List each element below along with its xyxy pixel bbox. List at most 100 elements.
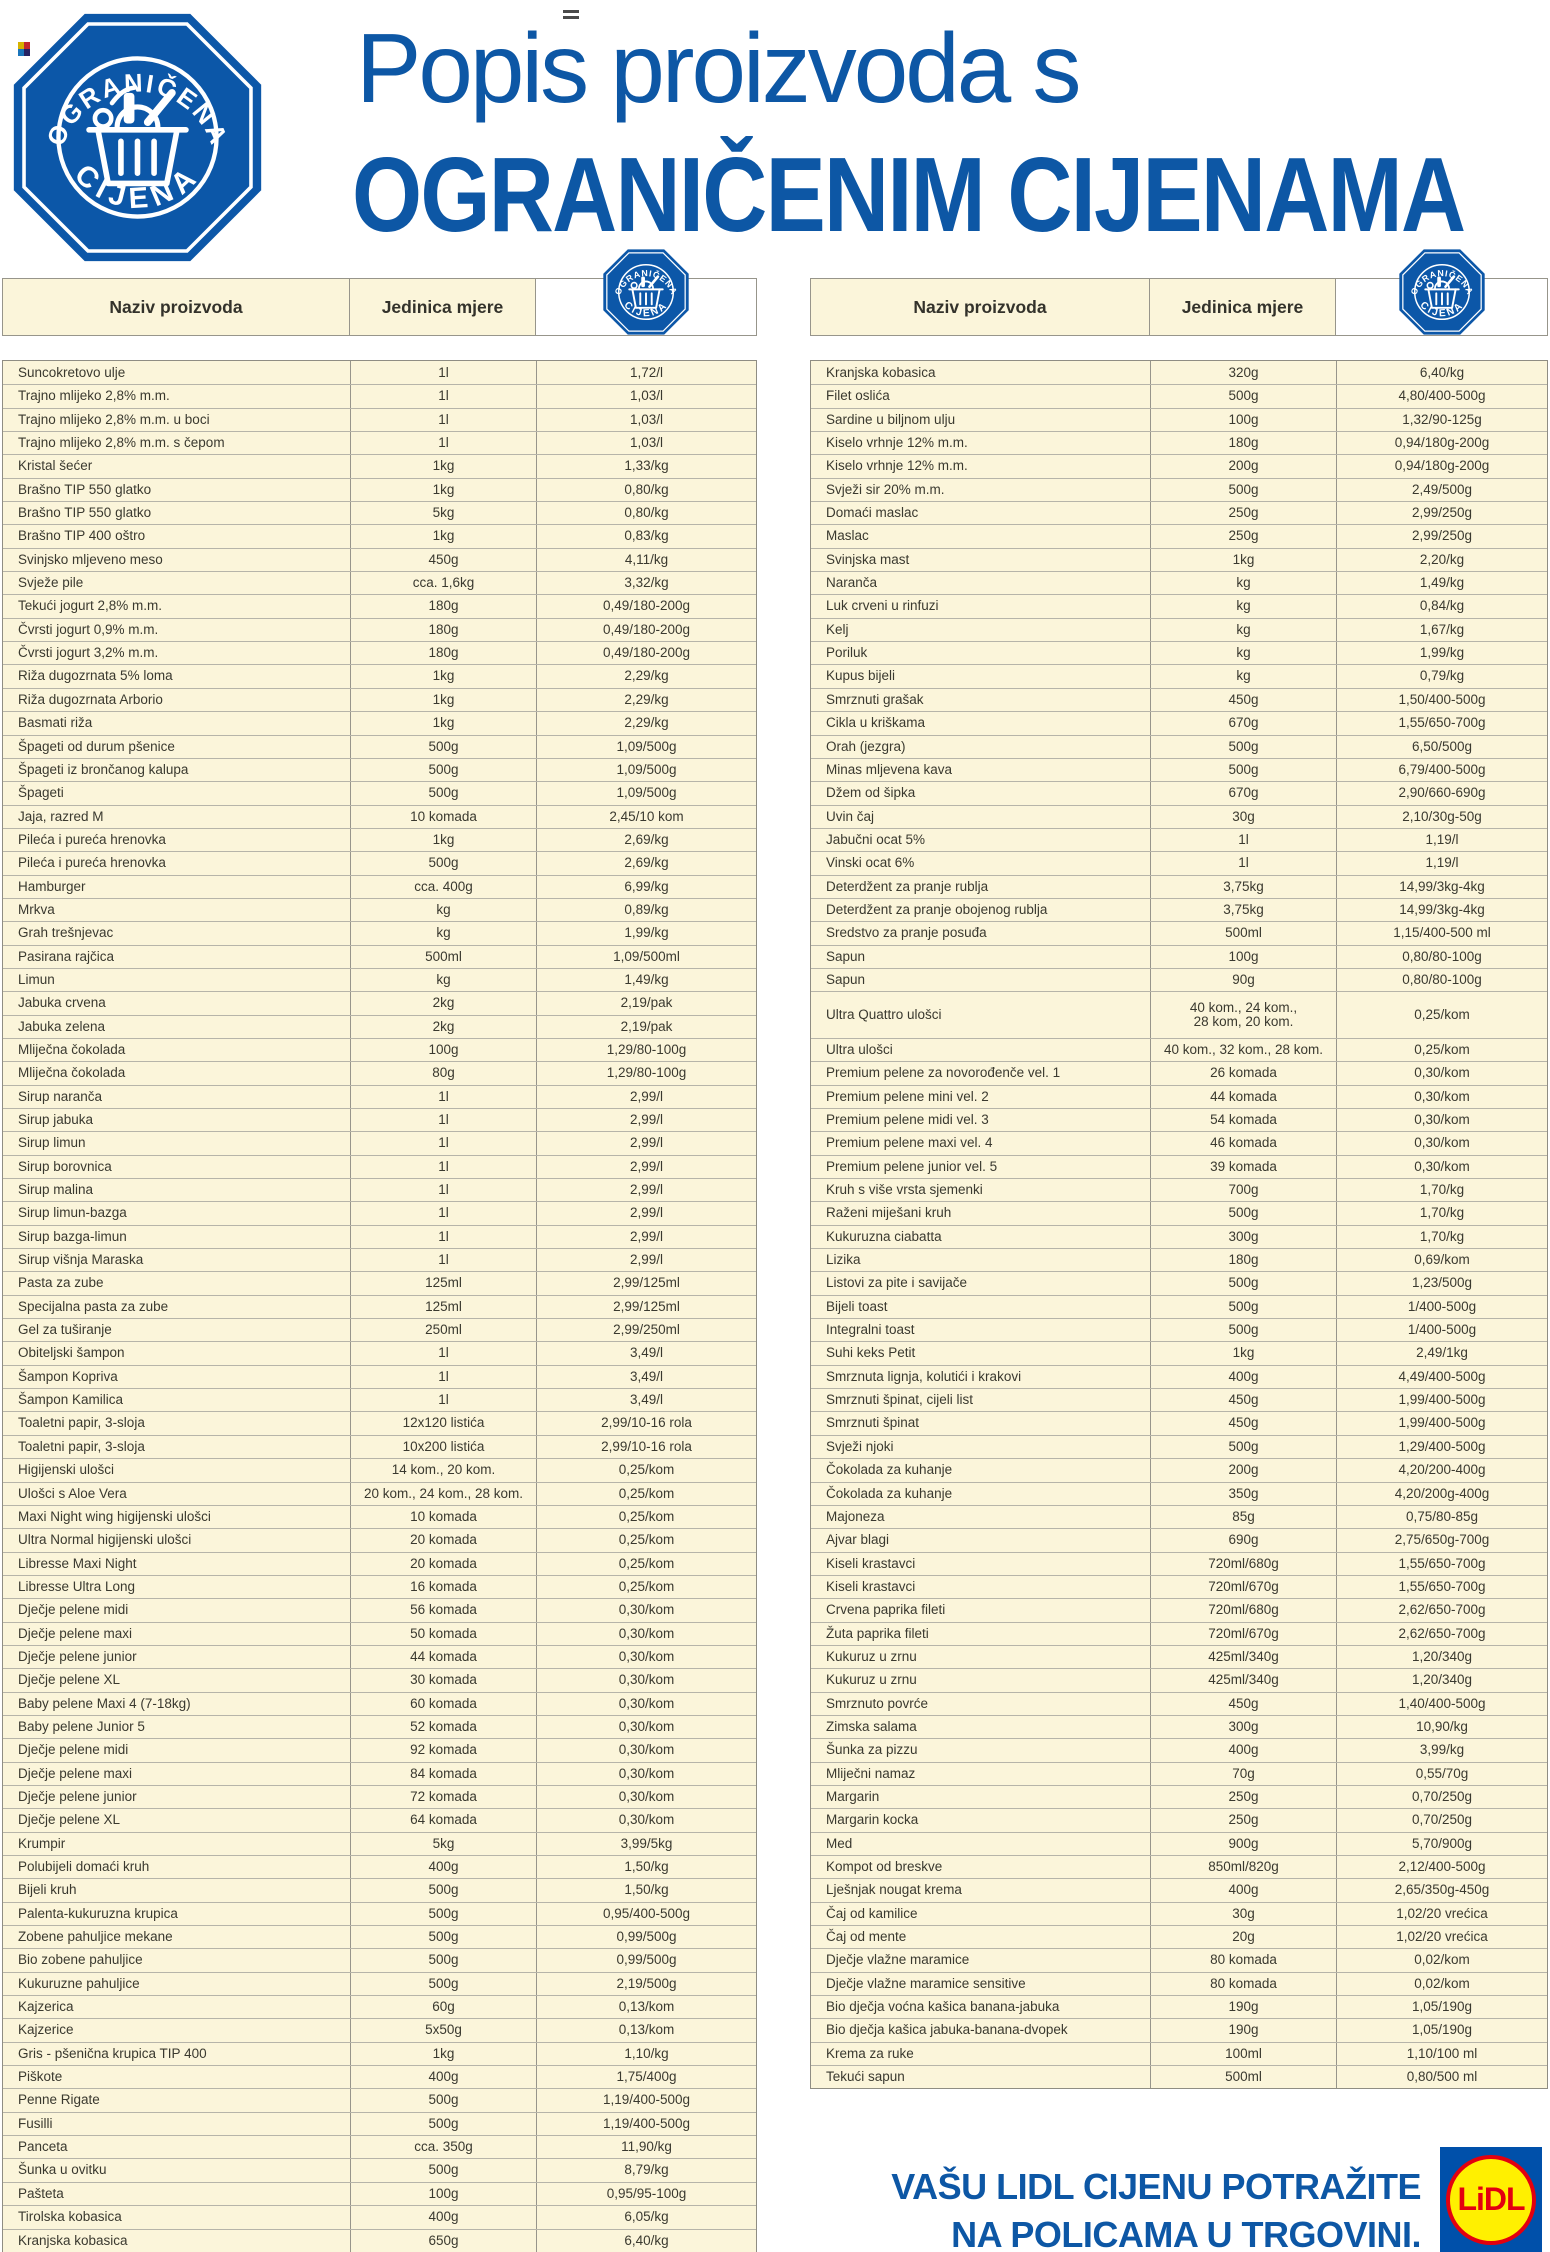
price-cell: 3,49/l bbox=[629, 1392, 664, 1408]
price-cell: 1,09/500g bbox=[616, 761, 677, 777]
product-name-cell: Šampon Kopriva bbox=[3, 1365, 351, 1389]
table-row: Mliječna čokolada 100g 1,29/80-100g bbox=[3, 1037, 756, 1062]
product-name-cell: Uvin čaj bbox=[811, 805, 1151, 828]
product-name-cell: Špageti od durum pšenice bbox=[3, 735, 351, 758]
product-name-cell: Sirup jabuka bbox=[3, 1109, 351, 1132]
table-row: Žuta paprika fileti 720ml/670g 2,62/650-70… bbox=[811, 1621, 1547, 1645]
unit-cell: kg bbox=[1151, 665, 1337, 688]
product-name-cell: Gris - pšenična krupica TIP 400 bbox=[3, 2042, 351, 2066]
unit-cell: kg bbox=[1151, 618, 1337, 642]
price-cell: 0,99/500g bbox=[616, 1952, 677, 1968]
price-cell: 0,99/500g bbox=[616, 1929, 677, 1945]
product-name-cell: Čokolada za kuhanje bbox=[811, 1482, 1151, 1505]
table-row: Kristal šećer 1kg 1,33/kg bbox=[3, 454, 756, 478]
table-row: Obiteljski šampon 1l 3,49/l bbox=[3, 1341, 756, 1365]
product-name-cell: Jaja, razred M bbox=[3, 805, 351, 828]
price-cell: 2,99/250g bbox=[1411, 505, 1473, 521]
table-row: Ultra Normal higijenski ulošci 20 komada 0… bbox=[3, 1528, 756, 1552]
price-cell: 2,75/650g-700g bbox=[1394, 1532, 1490, 1548]
product-name-cell: Premium pelene maxi vel. 4 bbox=[811, 1132, 1151, 1155]
unit-cell: 100g bbox=[351, 2182, 537, 2206]
unit-cell: 1kg bbox=[351, 478, 537, 502]
unit-cell: 190g bbox=[1151, 2019, 1337, 2042]
table-row: Trajno mlijeko 2,8% m.m. 1l 1,03/l bbox=[3, 384, 756, 408]
unit-cell: 1l bbox=[351, 1202, 537, 1225]
table-row: Uvin čaj 30g 2,10/30g-50g bbox=[811, 804, 1547, 828]
page-title-line2: OGRANIČENIM CIJENAMA bbox=[352, 136, 1466, 254]
table-row: Sirup borovnica 1l 2,99/l bbox=[3, 1154, 756, 1179]
product-name-cell: Krema za ruke bbox=[811, 2042, 1151, 2066]
table-row: Riža dugozrnata 5% loma 1kg 2,29/kg bbox=[3, 664, 756, 688]
product-name-cell: Penne Rigate bbox=[3, 2089, 351, 2112]
table-row: Bijeli toast 500g 1/400-500g bbox=[811, 1294, 1547, 1319]
table-row: Dječje vlažne maramice sensitive 80 komad… bbox=[811, 1971, 1547, 1996]
product-name-cell: Integralni toast bbox=[811, 1319, 1151, 1342]
unit-cell: 5kg bbox=[351, 1832, 537, 1855]
unit-cell: 72 komada bbox=[351, 1785, 537, 1809]
table-row: Jaja, razred M 10 komada 2,45/10 kom bbox=[3, 804, 756, 828]
product-name-cell: Kristal šećer bbox=[3, 455, 351, 478]
unit-cell: kg bbox=[1151, 572, 1337, 595]
price-cell: 0,25/kom bbox=[1414, 1006, 1470, 1022]
product-name-cell: Kiseli krastavci bbox=[811, 1575, 1151, 1599]
product-name-cell: Zimska salama bbox=[811, 1715, 1151, 1739]
product-name-cell: Pileća i pureća hrenovka bbox=[3, 828, 351, 852]
price-table-right: Naziv proizvoda Jedinica mjere OGRANIČEN… bbox=[810, 249, 1548, 2090]
unit-cell: 720ml/680g bbox=[1151, 1552, 1337, 1575]
product-name-cell: Margarin kocka bbox=[811, 1809, 1151, 1832]
product-name-cell: Ultra Quattro ulošci bbox=[811, 992, 1151, 1038]
product-name-cell: Krumpir bbox=[3, 1832, 351, 1855]
unit-cell: 92 komada bbox=[351, 1739, 537, 1762]
table-row: Zobene pahuljice mekane 500g 0,99/500g bbox=[3, 1925, 756, 1949]
product-name-cell: Ajvar blagi bbox=[811, 1529, 1151, 1552]
unit-cell: 500g bbox=[1151, 1272, 1337, 1295]
product-name-cell: Sirup limun bbox=[3, 1132, 351, 1155]
unit-cell: 500g bbox=[351, 1879, 537, 1902]
product-name-cell: Tirolska kobasica bbox=[3, 2206, 351, 2229]
price-cell: 0,30/kom bbox=[618, 1602, 675, 1618]
product-name-cell: Kruh s više vrsta sjemenki bbox=[811, 1179, 1151, 1202]
product-name-cell: Dječje vlažne maramice bbox=[811, 1949, 1151, 1972]
price-table-left: Naziv proizvoda Jedinica mjere OGRANIČEN… bbox=[2, 249, 757, 2252]
price-cell: 1,55/650-700g bbox=[1398, 1555, 1486, 1571]
unit-cell: 190g bbox=[1151, 1996, 1337, 2019]
product-name-cell: Svježi njoki bbox=[811, 1435, 1151, 1459]
price-cell: 1,32/90-125g bbox=[1402, 411, 1482, 427]
product-name-cell: Sapun bbox=[811, 968, 1151, 992]
unit-cell: 1l bbox=[351, 1085, 537, 1108]
product-name-cell: Šunka za pizzu bbox=[811, 1739, 1151, 1762]
price-cell: 0,30/kom bbox=[618, 1695, 675, 1711]
product-name-cell: Mrkva bbox=[3, 898, 351, 922]
product-name-cell: Maslac bbox=[811, 525, 1151, 548]
product-name-cell: Kelj bbox=[811, 618, 1151, 642]
table-row: Svježe pile cca. 1,6kg 3,32/kg bbox=[3, 571, 756, 595]
price-cell: 1,72/l bbox=[629, 364, 664, 380]
table-row: Kiselo vrhnje 12% m.m. 200g 0,94/180g-200g bbox=[811, 454, 1547, 478]
column-header-unit: Jedinica mjere bbox=[350, 278, 536, 336]
price-cell: 0,13/kom bbox=[618, 1999, 675, 2015]
price-cell: 4,80/400-500g bbox=[1398, 388, 1486, 404]
table-row: Ajvar blagi 690g 2,75/650g-700g bbox=[811, 1528, 1547, 1552]
product-name-cell: Dječje pelene XL bbox=[3, 1669, 351, 1692]
product-name-cell: Mliječna čokolada bbox=[3, 1038, 351, 1062]
table-row: Špageti 500g 1,09/500g bbox=[3, 781, 756, 805]
price-cell: 2,69/kg bbox=[624, 831, 669, 847]
unit-cell: 125ml bbox=[351, 1295, 537, 1319]
product-name-cell: Šampon Kamilica bbox=[3, 1389, 351, 1412]
price-cell: 1,29/80-100g bbox=[606, 1065, 687, 1081]
product-name-cell: Mliječni namaz bbox=[811, 1762, 1151, 1785]
price-cell: 1,67/kg bbox=[1419, 621, 1465, 637]
table-row: Dječje pelene maxi 50 komada 0,30/kom bbox=[3, 1621, 756, 1645]
product-name-cell: Poriluk bbox=[811, 642, 1151, 665]
unit-cell: 80 komada bbox=[1151, 1949, 1337, 1972]
table-row: Maslac 250g 2,99/250g bbox=[811, 524, 1547, 548]
table-row: Dječje pelene maxi 84 komada 0,30/kom bbox=[3, 1761, 756, 1785]
product-name-cell: Bio zobene pahuljice bbox=[3, 1949, 351, 1972]
price-cell: 2,10/30g-50g bbox=[1402, 808, 1482, 824]
column-header-badge: OGRANIČENA CIJENA bbox=[1336, 249, 1548, 336]
unit-cell: 26 komada bbox=[1151, 1062, 1337, 1085]
price-cell: 0,70/250g bbox=[1411, 1788, 1473, 1804]
table-row: Šunka u ovitku 500g 8,79/kg bbox=[3, 2158, 756, 2182]
product-name-cell: Kajzerica bbox=[3, 1996, 351, 2019]
price-cell: 0,30/kom bbox=[1414, 1158, 1470, 1174]
